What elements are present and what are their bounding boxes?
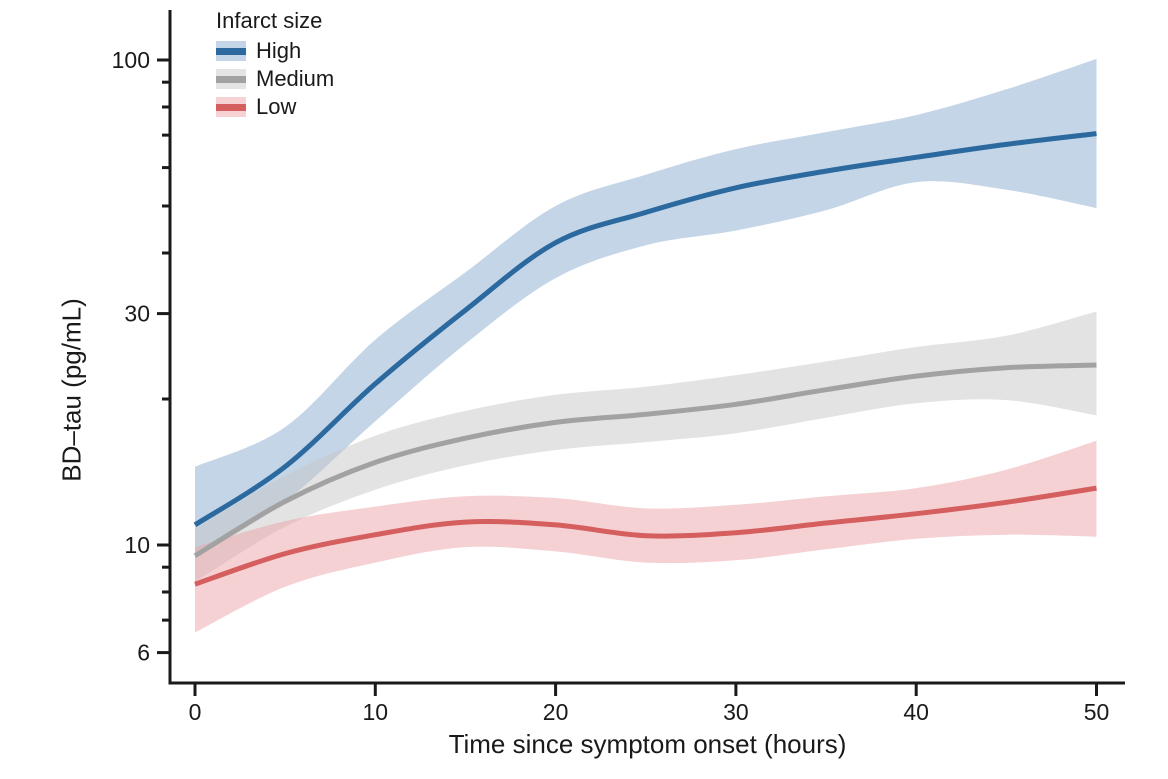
- series-medium-band: [195, 311, 1097, 582]
- y-tick-label: 100: [112, 47, 150, 73]
- legend-item-high: High: [216, 37, 334, 65]
- legend-title: Infarct size: [216, 8, 323, 33]
- series-high-band: [195, 58, 1097, 559]
- x-tick-label: 30: [723, 699, 749, 725]
- series-high-line: [193, 131, 1097, 527]
- legend: Infarct size High Medium Low: [216, 8, 334, 121]
- series-medium-line: [193, 362, 1097, 558]
- legend-line-high-icon: [216, 47, 246, 55]
- legend-swatch-low-icon: [216, 97, 246, 117]
- legend-label-high: High: [256, 38, 302, 63]
- x-axis-title: Time since symptom onset (hours): [448, 729, 847, 759]
- x-tick-label: 20: [543, 699, 569, 725]
- legend-line-medium-icon: [216, 75, 246, 83]
- legend-item-low: Low: [216, 93, 334, 121]
- y-tick-label: 10: [124, 532, 150, 558]
- x-tick-label: 0: [189, 699, 202, 725]
- legend-item-medium: Medium: [216, 65, 334, 93]
- legend-swatch-medium-icon: [216, 69, 246, 89]
- x-tick-label: 40: [903, 699, 929, 725]
- legend-label-medium: Medium: [256, 66, 335, 91]
- series-low-line: [194, 485, 1097, 587]
- y-axis-title: BD–tau (pg/mL): [56, 298, 87, 482]
- y-tick-label: 30: [124, 301, 150, 327]
- legend-label-low: Low: [256, 94, 297, 119]
- legend-line-low-icon: [216, 103, 246, 111]
- legend-swatch-high-icon: [216, 41, 246, 61]
- x-tick-label: 50: [1084, 699, 1110, 725]
- x-tick-label: 10: [363, 699, 389, 725]
- y-tick-label: 6: [137, 640, 150, 666]
